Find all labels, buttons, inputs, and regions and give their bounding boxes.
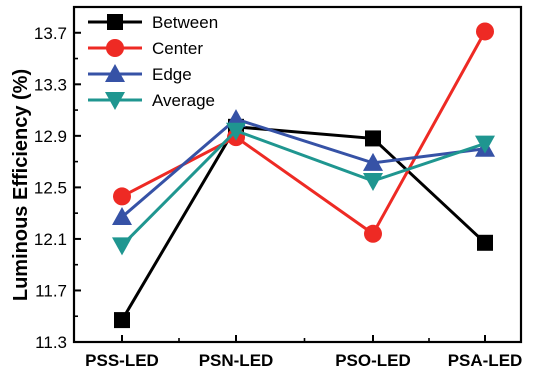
series-edge xyxy=(112,109,495,226)
plot-frame xyxy=(72,5,523,344)
legend-label: Between xyxy=(152,13,218,32)
series-line xyxy=(121,117,486,219)
legend-label: Center xyxy=(152,39,203,58)
y-tick-label: 13.7 xyxy=(34,24,67,43)
y-tick-label: 12.9 xyxy=(34,127,67,146)
y-tick-label: 12.5 xyxy=(34,178,67,197)
data-point-triangle-down xyxy=(226,122,246,141)
data-point-square xyxy=(477,234,493,251)
x-tick-label: PSS-LED xyxy=(85,351,159,370)
legend-item: Edge xyxy=(88,64,192,84)
x-tick-label: PSN-LED xyxy=(199,351,274,370)
legend: Between Center Edge Average xyxy=(88,13,218,110)
data-point-triangle-up xyxy=(112,207,132,226)
series-layer xyxy=(112,22,495,329)
y-tick-label: 11.3 xyxy=(35,333,67,352)
data-point-circle xyxy=(364,224,382,243)
data-point-square xyxy=(365,130,381,147)
data-point-circle xyxy=(113,187,131,206)
y-tick-label: 13.3 xyxy=(34,75,67,94)
data-point-circle xyxy=(476,22,494,41)
x-tick-label: PSO-LED xyxy=(335,351,411,370)
series-between xyxy=(114,118,493,329)
legend-item: Average xyxy=(88,91,215,110)
y-tick-label: 11.7 xyxy=(35,281,67,300)
data-point-triangle-down xyxy=(475,135,495,154)
data-point-square xyxy=(114,312,130,329)
data-point-triangle-down xyxy=(112,237,132,256)
series-line xyxy=(120,125,487,321)
legend-item: Center xyxy=(88,39,203,58)
legend-label: Edge xyxy=(152,65,192,84)
series-average xyxy=(112,122,495,256)
data-point-triangle-up xyxy=(363,152,383,171)
y-tick-label: 12.1 xyxy=(34,230,67,249)
y-axis-label: Luminous Efficiency (%) xyxy=(10,69,32,301)
data-point-triangle-up xyxy=(226,109,246,128)
data-point-triangle-down xyxy=(105,92,125,110)
series-line xyxy=(120,128,486,247)
x-tick-label: PSA-LED xyxy=(448,351,523,370)
data-point-triangle-down xyxy=(363,172,383,191)
legend-label: Average xyxy=(152,91,215,110)
axes: 11.3 11.7 12.1 12.5 12.9 13.3 13.7 PSS-LED PSN-L… xyxy=(34,5,523,370)
data-point-square xyxy=(107,14,123,30)
data-point-circle xyxy=(106,39,124,57)
legend-item: Between xyxy=(88,13,218,32)
data-point-triangle-up xyxy=(105,64,125,82)
